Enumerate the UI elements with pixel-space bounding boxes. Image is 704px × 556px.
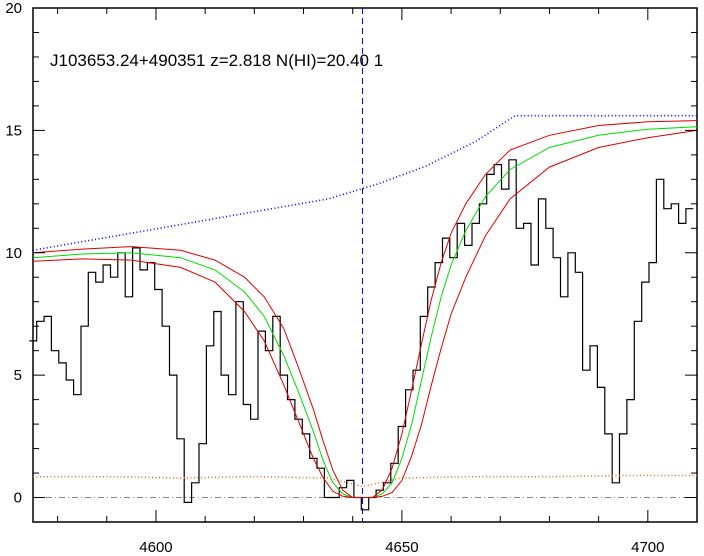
y-tick-label-0: 0 [14, 490, 22, 507]
chart-title: J103653.24+490351 z=2.818 N(HI)=20.40 1 [50, 51, 383, 70]
x-tick-label-4700: 4700 [631, 539, 664, 556]
series-upper-line [32, 120, 698, 498]
x-tick-label-4650: 4650 [385, 539, 418, 556]
y-tick-label-10: 10 [5, 245, 22, 262]
x-tick-label-4600: 4600 [139, 539, 172, 556]
series-model-line [32, 126, 698, 498]
plot-frame [32, 7, 698, 523]
series-flux-line [29, 159, 694, 511]
series-lower-line [32, 129, 698, 498]
y-tick-label-5: 5 [14, 367, 22, 384]
y-tick-label-15: 15 [5, 122, 22, 139]
series-continuum-line [32, 114, 697, 252]
series-error-line [33, 474, 697, 488]
tick-layer: 4600 4650 4700 0 5 10 15 20 [5, 0, 698, 556]
series-layer [29, 8, 698, 522]
y-tick-label-20: 20 [5, 0, 22, 17]
